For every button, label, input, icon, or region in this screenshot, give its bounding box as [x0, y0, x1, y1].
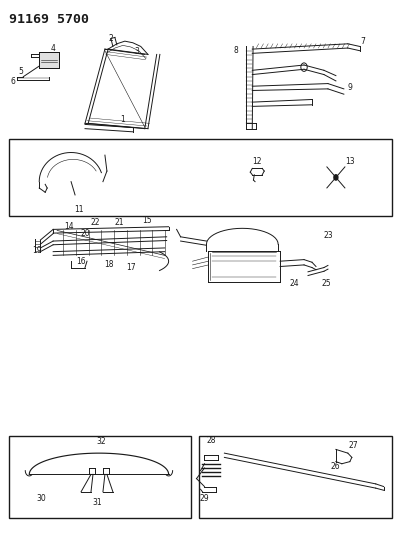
Text: 11: 11 [74, 205, 84, 214]
Text: 1: 1 [120, 115, 125, 124]
Text: 27: 27 [348, 441, 358, 450]
Text: 24: 24 [289, 279, 299, 288]
Bar [9, 436, 190, 519]
Text: 13: 13 [345, 157, 354, 166]
Text: 17: 17 [126, 263, 136, 272]
Text: 20: 20 [80, 229, 90, 238]
Circle shape [334, 175, 338, 180]
Polygon shape [39, 52, 59, 68]
Text: 7: 7 [360, 37, 365, 46]
Text: 30: 30 [36, 494, 46, 503]
Text: 28: 28 [207, 436, 216, 445]
Text: 9: 9 [347, 83, 352, 92]
Text: 14: 14 [64, 222, 74, 231]
Text: 3: 3 [134, 47, 139, 56]
Text: 15: 15 [142, 216, 152, 225]
Bar [198, 436, 392, 519]
Text: 32: 32 [96, 437, 106, 446]
Text: 5: 5 [18, 67, 23, 76]
Text: 19: 19 [32, 246, 42, 255]
Text: 6: 6 [10, 77, 15, 86]
Bar [9, 139, 392, 216]
Text: 18: 18 [104, 260, 113, 269]
Text: 12: 12 [253, 157, 262, 166]
Text: 4: 4 [51, 44, 56, 53]
Text: 26: 26 [330, 462, 340, 471]
Text: 21: 21 [114, 218, 124, 227]
Text: 8: 8 [234, 46, 239, 55]
Text: 25: 25 [321, 279, 331, 288]
Text: 23: 23 [323, 231, 333, 240]
Text: 2: 2 [109, 34, 113, 43]
Text: 16: 16 [76, 257, 86, 265]
Text: 22: 22 [90, 218, 100, 227]
Text: 91169 5700: 91169 5700 [9, 13, 89, 26]
Text: 29: 29 [200, 494, 209, 503]
Text: 31: 31 [92, 498, 102, 507]
